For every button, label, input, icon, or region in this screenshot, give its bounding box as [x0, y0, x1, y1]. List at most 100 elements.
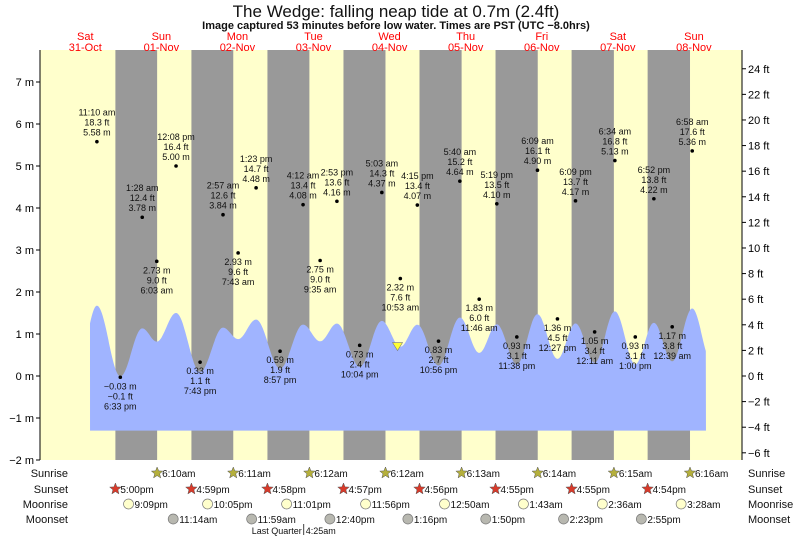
sunset-time: 4:59pm — [196, 485, 229, 496]
sunset-row-label-left: Sunset — [34, 484, 68, 496]
data-label: 6:34 am — [599, 127, 632, 137]
data-point — [458, 179, 462, 183]
data-label: 4.17 m — [562, 187, 590, 197]
data-label: 0.59 m — [266, 355, 294, 365]
sunrise-icon — [607, 466, 621, 479]
sunset-icon — [337, 482, 350, 495]
day-label-date: 06-Nov — [524, 42, 560, 54]
data-point — [357, 343, 362, 348]
data-label: 1:23 pm — [240, 154, 273, 164]
chart-subtitle: Image captured 53 minutes before low wat… — [202, 20, 590, 32]
y-left-tick-label: 4 m — [16, 203, 34, 215]
sunrise-row-label-left: Sunrise — [31, 468, 68, 480]
data-point — [494, 202, 499, 206]
data-point — [613, 158, 617, 163]
sunrise-icon — [455, 466, 468, 479]
data-label: 16.8 ft — [602, 137, 628, 147]
moonset-icon — [324, 513, 336, 525]
data-label: 6:52 pm — [638, 165, 671, 175]
data-label: 6:58 am — [676, 117, 709, 127]
y-right-tick-label: 0 ft — [748, 371, 763, 383]
day-label-date: 02-Nov — [220, 42, 256, 54]
moonset-icon — [480, 513, 492, 525]
moonrise-row-label-left: Moonrise — [23, 499, 68, 511]
data-label: 13.7 ft — [563, 177, 589, 187]
data-label: 5:03 am — [366, 158, 399, 168]
data-label: 0.83 m — [425, 345, 453, 355]
moonrise-icon — [439, 498, 450, 510]
y-right-tick-label: 4 ft — [748, 320, 763, 332]
data-label: 1.05 m — [581, 336, 609, 346]
data-label: 3.84 m — [209, 201, 237, 211]
y-left-tick-label: 0 m — [16, 371, 34, 383]
data-label: 10:56 pm — [420, 365, 458, 375]
sunrise-icon — [683, 466, 697, 479]
data-label: 1:00 pm — [619, 361, 652, 371]
sunset-time: 4:56pm — [424, 485, 457, 496]
data-point — [555, 317, 560, 321]
sunrise-time: 6:12am — [314, 469, 347, 480]
data-point — [477, 297, 482, 301]
y-right-tick-label: 24 ft — [748, 64, 769, 76]
data-label: 9.6 ft — [228, 267, 249, 277]
moonset-time: 1:50pm — [492, 515, 525, 526]
data-label: 2.4 ft — [350, 359, 371, 369]
sunrise-icon — [379, 466, 392, 479]
data-label: 5:40 am — [444, 147, 477, 157]
data-label: 5.00 m — [162, 152, 190, 162]
sunset-time: 5:00pm — [120, 485, 153, 496]
data-label: 10:04 pm — [341, 369, 379, 379]
sunset-icon — [413, 482, 426, 495]
data-label: 5.58 m — [83, 128, 111, 138]
data-point — [515, 335, 519, 339]
plot-area: Sat31-OctSun01-NovMon02-NovTue03-NovWed0… — [9, 31, 793, 536]
data-label: 5:19 pm — [481, 170, 514, 180]
data-label: 13.6 ft — [324, 177, 350, 187]
data-label: 4.5 ft — [547, 333, 568, 343]
data-label: 3.8 ft — [662, 341, 683, 351]
sunrise-icon — [303, 466, 316, 479]
moonset-icon — [635, 513, 647, 525]
data-label: 2.73 m — [143, 265, 171, 275]
data-point — [592, 330, 597, 334]
data-label: 12:39 am — [653, 351, 691, 361]
moonrise-icon — [518, 498, 529, 510]
moonrise-icon — [123, 498, 134, 510]
day-label-weekday: Thu — [456, 31, 475, 43]
data-label: 4.90 m — [524, 156, 552, 166]
moonset-icon — [246, 513, 257, 525]
tide-curve — [90, 305, 706, 431]
data-point — [652, 196, 656, 201]
moonrise-icon — [202, 498, 213, 510]
data-label: 13.8 ft — [641, 175, 667, 185]
y-right-tick-label: 14 ft — [748, 192, 769, 204]
data-label: 18.3 ft — [84, 118, 110, 128]
data-point — [198, 360, 202, 364]
data-point — [436, 339, 441, 343]
y-right-tick-label: −4 ft — [748, 422, 770, 434]
y-right-tick-label: −2 ft — [748, 397, 770, 409]
sunset-row-label-right: Sunset — [748, 484, 782, 496]
y-left-tick-label: 5 m — [16, 161, 34, 173]
moonset-time: 2:55pm — [647, 515, 680, 526]
moonset-time: 12:40pm — [336, 515, 375, 526]
data-label: 4.16 m — [323, 187, 351, 197]
data-label: 2.93 m — [224, 257, 252, 267]
data-point — [380, 190, 384, 195]
sunrise-time: 6:14am — [543, 469, 576, 480]
data-point — [535, 168, 540, 172]
data-label: 3.4 ft — [585, 346, 606, 356]
data-label: 1.83 m — [465, 303, 493, 313]
sunset-time: 4:55pm — [501, 485, 534, 496]
data-label: −0.03 m — [104, 381, 137, 391]
moonrise-icon — [281, 498, 292, 510]
data-point — [254, 186, 258, 190]
y-right-tick-label: 10 ft — [748, 243, 769, 255]
moonrise-time: 11:01pm — [293, 500, 331, 511]
y-right-tick-label: 16 ft — [748, 166, 769, 178]
data-point — [335, 199, 339, 204]
data-label: 6:33 pm — [104, 401, 137, 411]
data-label: −0.1 ft — [108, 391, 134, 401]
data-label: 7:43 am — [222, 277, 255, 287]
